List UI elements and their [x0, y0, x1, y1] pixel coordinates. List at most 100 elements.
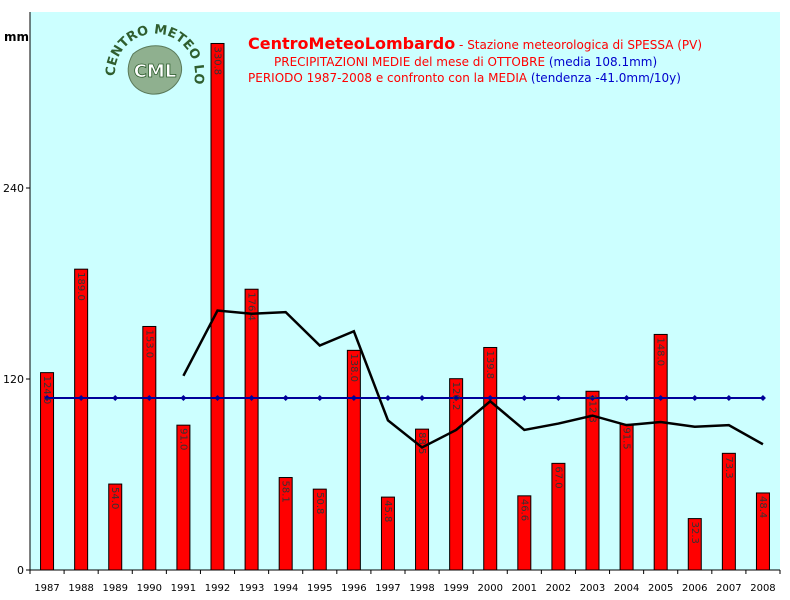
x-tick-label: 1999: [443, 583, 468, 594]
mean-marker: [453, 394, 460, 401]
mean-marker: [419, 394, 426, 401]
title-brand: CentroMeteoLombardo: [248, 34, 456, 53]
bar-value-label: 88.5: [416, 432, 427, 454]
bar: [483, 346, 498, 571]
bar: [142, 325, 157, 571]
x-tick-label: 1988: [68, 583, 93, 594]
bar: [176, 424, 191, 571]
bar-value-label: 91.0: [177, 428, 188, 450]
bar: [312, 488, 327, 571]
x-tick-label: 1996: [341, 583, 366, 594]
x-tick-label: 2000: [478, 583, 503, 594]
bar-value-label: 45.8: [382, 500, 393, 522]
chart-title-block: CentroMeteoLombardo - Stazione meteorolo…: [248, 34, 778, 85]
bar-value-label: 148.0: [655, 337, 666, 366]
mean-marker: [759, 394, 766, 401]
x-tick-label: 1991: [171, 583, 196, 594]
bar: [346, 349, 361, 571]
bar: [687, 518, 702, 571]
bar-value-label: 58.1: [280, 481, 291, 503]
bar-value-label: 138.0: [348, 353, 359, 382]
bar-value-label: 54.0: [109, 487, 120, 509]
bar: [721, 452, 736, 571]
mean-marker: [180, 394, 187, 401]
mean-marker: [78, 394, 85, 401]
y-tick-label: 0: [17, 564, 24, 577]
mean-marker: [44, 394, 51, 401]
x-tick-label: 2001: [512, 583, 537, 594]
bar: [653, 333, 668, 571]
mean-marker: [384, 394, 391, 401]
bar-value-label: 67.0: [552, 466, 563, 488]
bar: [415, 428, 430, 571]
x-tick-label: 2002: [546, 583, 571, 594]
mean-marker: [316, 394, 323, 401]
mean-marker: [521, 394, 528, 401]
y-tick-label: 240: [3, 182, 24, 195]
bar: [585, 390, 600, 571]
x-tick-label: 2006: [682, 583, 707, 594]
bar-value-label: 124.0: [41, 376, 52, 405]
cml-logo: CENTRO METEO LOMBARDOCML: [0, 0, 206, 95]
bar-value-label: 120.2: [450, 382, 461, 411]
y-axis-label: mm: [4, 30, 30, 44]
mean-marker: [725, 394, 732, 401]
title-station: - Stazione meteorologica di SPESSA (PV): [455, 38, 703, 52]
title-average: (media 108.1mm): [548, 55, 658, 69]
x-tick-label: 1987: [34, 583, 59, 594]
x-tick-label: 2004: [614, 583, 639, 594]
bar-value-label: 112.3: [587, 394, 598, 423]
title-period: PERIODO 1987-2008 e confronto con la MED…: [248, 71, 531, 85]
title-line-1: CentroMeteoLombardo - Stazione meteorolo…: [248, 34, 778, 53]
mean-marker: [555, 394, 562, 401]
bar: [74, 268, 89, 571]
bar-value-label: 50.8: [314, 492, 325, 514]
mean-marker: [623, 394, 630, 401]
x-tick-label: 1997: [375, 583, 400, 594]
mean-marker: [282, 394, 289, 401]
title-trend: (tendenza -41.0mm/10y): [530, 71, 681, 85]
bar: [210, 42, 225, 571]
mean-marker: [112, 394, 119, 401]
moving-average-line: [182, 309, 764, 449]
x-tick-label: 2003: [580, 583, 605, 594]
bar-value-label: 73.3: [723, 456, 734, 478]
x-tick-label: 2008: [750, 583, 775, 594]
x-tick-label: 2007: [716, 583, 741, 594]
title-subject: PRECIPITAZIONI MEDIE del mese di OTTOBRE: [274, 55, 549, 69]
x-tick-label: 1990: [137, 583, 162, 594]
bar-value-label: 189.0: [75, 272, 86, 301]
mean-marker: [214, 394, 221, 401]
bar-value-label: 48.4: [757, 496, 768, 518]
bar: [755, 492, 770, 571]
x-tick-label: 1998: [409, 583, 434, 594]
x-tick-label: 1993: [239, 583, 264, 594]
bar: [517, 495, 532, 571]
bar-value-label: 176.4: [246, 292, 257, 321]
bar-value-label: 91.5: [621, 427, 632, 449]
bar: [278, 477, 293, 571]
mean-marker: [248, 394, 255, 401]
bar-value-label: 32.3: [689, 522, 700, 544]
mean-marker: [589, 394, 596, 401]
x-tick-label: 1989: [103, 583, 128, 594]
bar: [380, 496, 395, 571]
x-tick-label: 1994: [273, 583, 298, 594]
bar-value-label: 330.8: [212, 46, 223, 75]
title-line-3: PERIODO 1987-2008 e confronto con la MED…: [248, 71, 778, 85]
mean-marker: [350, 394, 357, 401]
bar: [40, 372, 55, 571]
bar-value-label: 139.8: [484, 350, 495, 379]
logo-map-shape: [127, 45, 183, 95]
bar-value-label: 46.6: [518, 499, 529, 521]
y-tick-label: 120: [3, 373, 24, 386]
x-tick-label: 1995: [307, 583, 332, 594]
x-tick-label: 1992: [205, 583, 230, 594]
title-line-2: PRECIPITAZIONI MEDIE del mese di OTTOBRE…: [248, 55, 778, 69]
bar: [108, 483, 123, 571]
mean-marker: [691, 394, 698, 401]
mean-marker: [146, 394, 153, 401]
bar: [551, 462, 566, 571]
mean-marker: [487, 394, 494, 401]
